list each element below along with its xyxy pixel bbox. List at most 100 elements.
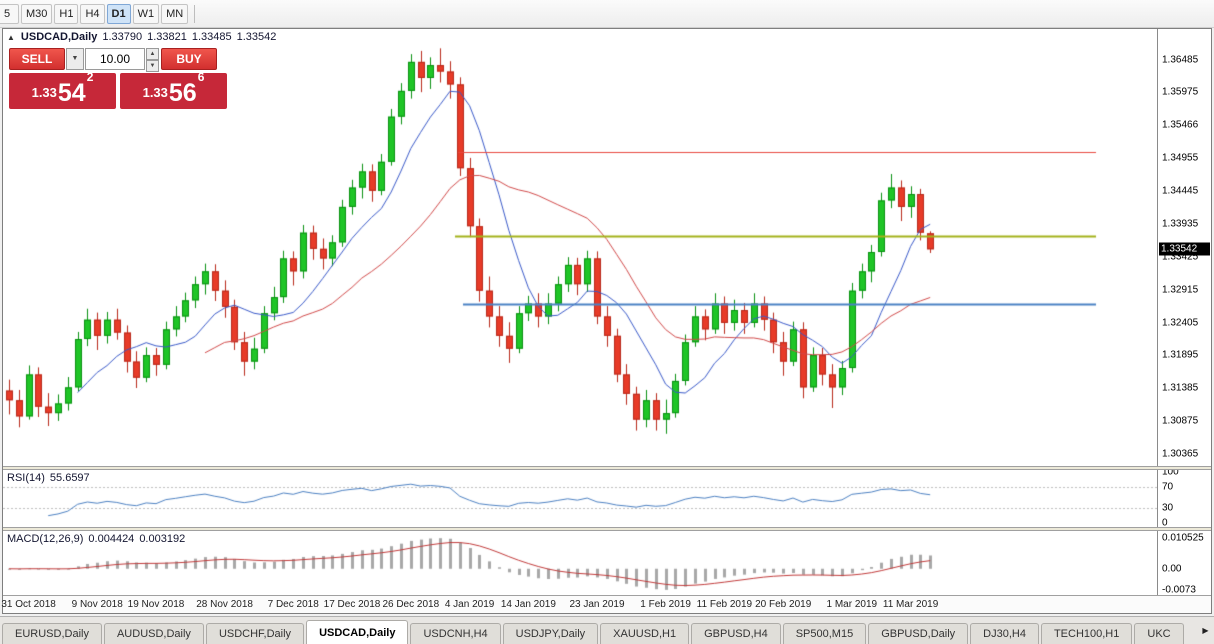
chart-tab-gbpusd-h4[interactable]: GBPUSD,H4 (691, 623, 781, 644)
timeframe-toolbar: 5 M30 H1 H4 D1 W1 MN (0, 0, 1214, 28)
rsi-name: RSI(14) (7, 472, 45, 484)
ohlc-open: 1.33790 (102, 31, 143, 43)
time-axis-label: 14 Jan 2019 (500, 599, 556, 610)
price-pane[interactable]: ▲ USDCAD,Daily 1.33790 1.33821 1.33485 1… (3, 29, 1211, 466)
timeframe-button-5[interactable]: 5 (0, 3, 19, 24)
bid-price-prefix: 1.33 (31, 85, 57, 100)
price-scale-label: 1.33425 (1162, 251, 1199, 263)
ask-price-box[interactable]: 1.33 56 6 (120, 69, 227, 109)
chart-tab-audusd-daily[interactable]: AUDUSD,Daily (103, 623, 204, 644)
volume-dropdown-button[interactable]: ▼ (66, 48, 84, 70)
chart-tab-xauusd-h1[interactable]: XAUUSD,H1 (600, 623, 690, 644)
price-scale-label: 1.31895 (1162, 349, 1199, 361)
ohlc-high: 1.33821 (147, 31, 187, 43)
price-scale-label: 1.30365 (1162, 448, 1199, 460)
timeframe-button-h1[interactable]: H1 (54, 3, 79, 24)
macd-canvas[interactable] (3, 531, 1157, 595)
macd-scale-label: 0.00 (1162, 563, 1182, 575)
ohlc-low: 1.33485 (191, 31, 232, 43)
chart-tab-usdcad-daily[interactable]: USDCAD,Daily (306, 620, 409, 644)
chart-tab-sp500-m15[interactable]: SP500,M15 (782, 623, 867, 644)
price-scale-label: 1.35466 (1162, 119, 1199, 131)
ohlc-close: 1.33542 (236, 31, 277, 43)
rsi-pane[interactable]: RSI(14) 55.6597 100 70 30 0 (3, 470, 1211, 527)
chart-tab-gbpusd-daily[interactable]: GBPUSD,Daily (868, 623, 969, 644)
chart-tab-tech100-h1[interactable]: TECH100,H1 (1040, 623, 1133, 644)
time-axis-label: 7 Dec 2018 (267, 599, 319, 610)
pane-separator[interactable] (3, 466, 1211, 470)
rsi-scale: 100 70 30 0 (1157, 470, 1211, 527)
time-axis-label: 23 Jan 2019 (569, 599, 625, 610)
time-axis-label: 31 Oct 2018 (1, 599, 56, 610)
chart-tab-eurusd-daily[interactable]: EURUSD,Daily (2, 623, 102, 644)
rsi-scale-label: 0 (1162, 517, 1168, 527)
volume-input[interactable] (85, 48, 145, 70)
chart-tab-usdjpy-daily[interactable]: USDJPY,Daily (502, 623, 599, 644)
rsi-canvas[interactable] (3, 470, 1157, 527)
price-scale-label: 1.31385 (1162, 382, 1199, 394)
one-click-panel-toggle-icon[interactable]: ▲ (7, 32, 15, 42)
macd-scale: 0.010525 0.00 -0.0073 (1157, 531, 1211, 595)
time-axis-label: 28 Nov 2018 (196, 599, 253, 610)
chart-tab-usdchf-daily[interactable]: USDCHF,Daily (205, 623, 305, 644)
rsi-label: RSI(14) 55.6597 (7, 472, 90, 484)
macd-scale-label: -0.0073 (1162, 584, 1196, 595)
rsi-value: 55.6597 (49, 472, 90, 484)
price-scale-label: 1.32405 (1162, 317, 1199, 329)
chart-tab-ukc[interactable]: UKC (1134, 623, 1184, 644)
ask-price-prefix: 1.33 (142, 85, 168, 100)
ask-price-big-digits: 56 (168, 78, 197, 107)
price-scale-label: 1.30875 (1162, 415, 1199, 427)
rsi-scale-label: 30 (1162, 502, 1174, 514)
ask-price-pipette: 6 (197, 69, 205, 84)
one-click-trading-panel: SELL ▼ ▲ ▼ BUY 1.33 54 2 (9, 48, 231, 109)
chart-area[interactable]: ▲ USDCAD,Daily 1.33790 1.33821 1.33485 1… (1, 28, 1212, 614)
time-axis-label: 17 Dec 2018 (323, 599, 381, 610)
price-scale-label: 1.32915 (1162, 284, 1199, 296)
tabs-scroll-right-button[interactable]: ▶ (1198, 623, 1213, 638)
macd-scale-label: 0.010525 (1162, 532, 1204, 544)
price-scale[interactable]: 1.33542 1.36485 1.35975 1.35466 1.34955 1.34… (1157, 29, 1211, 466)
time-axis-label: 9 Nov 2018 (71, 599, 123, 610)
volume-stepper[interactable]: ▲ ▼ (146, 48, 159, 72)
volume-step-down-icon[interactable]: ▼ (146, 60, 159, 72)
time-axis-label: 1 Feb 2019 (640, 599, 691, 610)
bid-price-pipette: 2 (86, 69, 94, 84)
time-axis-label: 26 Dec 2018 (382, 599, 440, 610)
price-scale-label: 1.33935 (1162, 218, 1199, 230)
price-scale-label: 1.36485 (1162, 54, 1199, 66)
timeframe-button-mn[interactable]: MN (161, 3, 189, 24)
toolbar-separator (194, 4, 196, 23)
chart-symbol-label: ▲ USDCAD,Daily 1.33790 1.33821 1.33485 1… (7, 31, 276, 43)
current-price-badge: 1.33542 (1159, 242, 1210, 256)
time-axis-label: 11 Feb 2019 (696, 599, 753, 610)
bid-price-big-digits: 54 (57, 78, 86, 107)
macd-signal-value: 0.003192 (139, 533, 186, 545)
rsi-scale-label: 70 (1162, 481, 1174, 493)
macd-label: MACD(12,26,9) 0.004424 0.003192 (7, 533, 185, 545)
timeframe-button-h4[interactable]: H4 (80, 3, 105, 24)
rsi-scale-label: 100 (1162, 470, 1179, 478)
bid-price-box[interactable]: 1.33 54 2 (9, 69, 116, 109)
timeframe-button-m30[interactable]: M30 (21, 3, 53, 24)
time-axis-label: 1 Mar 2019 (826, 599, 878, 610)
macd-main-value: 0.004424 (88, 533, 135, 545)
macd-name: MACD(12,26,9) (7, 533, 84, 545)
time-axis[interactable]: 31 Oct 2018 9 Nov 2018 19 Nov 2018 28 Nov 2… (1, 595, 1211, 613)
macd-pane[interactable]: MACD(12,26,9) 0.004424 0.003192 0.010525… (3, 531, 1211, 595)
sell-button[interactable]: SELL (9, 48, 65, 70)
volume-step-up-icon[interactable]: ▲ (146, 48, 159, 60)
chart-tab-usdcnh-h4[interactable]: USDCNH,H4 (410, 623, 501, 644)
chart-tabs-bar: ▶ EURUSD,Daily AUDUSD,Daily USDCHF,Daily US… (0, 616, 1214, 644)
pane-separator[interactable] (3, 527, 1211, 531)
timeframe-button-w1[interactable]: W1 (132, 3, 160, 24)
price-scale-label: 1.35975 (1162, 86, 1199, 98)
chart-tab-dj30-h4[interactable]: DJ30,H4 (970, 623, 1039, 644)
time-axis-label: 20 Feb 2019 (755, 599, 812, 610)
time-axis-label: 19 Nov 2018 (127, 599, 185, 610)
buy-button[interactable]: BUY (161, 48, 217, 70)
timeframe-button-d1[interactable]: D1 (106, 3, 131, 24)
time-axis-label: 4 Jan 2019 (444, 599, 495, 610)
symbol-name: USDCAD,Daily (20, 31, 98, 43)
